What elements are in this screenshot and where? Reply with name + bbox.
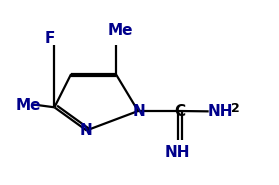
Text: 2: 2 [231, 102, 240, 115]
Text: Me: Me [107, 23, 133, 38]
Text: NH: NH [208, 104, 233, 119]
Text: N: N [80, 123, 92, 138]
Text: N: N [132, 104, 145, 119]
Text: Me: Me [15, 98, 41, 113]
Text: NH: NH [164, 145, 190, 160]
Text: F: F [44, 31, 55, 46]
Text: C: C [174, 104, 186, 119]
